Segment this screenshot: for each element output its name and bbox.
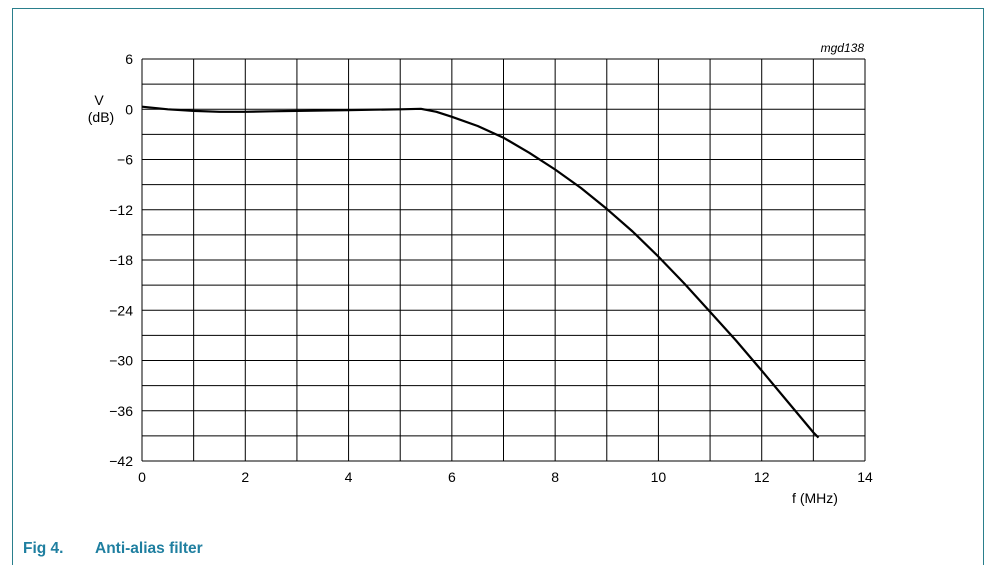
series-line [141,105,820,439]
x-tick-label: 4 [345,469,353,485]
figure-number: Fig 4. [23,540,64,557]
x-tick-label: 8 [551,469,559,485]
y-tick-label: −36 [109,403,133,419]
y-axis-label-line1: V [94,92,104,108]
x-tick-label: 2 [241,469,249,485]
x-tick-label: 14 [857,469,873,485]
y-tick-label: −6 [117,152,133,168]
grid [141,58,866,462]
figure-caption: Fig 4. Anti-alias filter [23,540,203,558]
x-tick-label: 12 [754,469,770,485]
y-axis-label-line2: (dB) [88,109,114,125]
x-tick-label: 0 [138,469,146,485]
y-tick-labels: 6 0 −6 −12 −18 −24 −30 −36 −42 [109,51,133,469]
x-tick-labels: 0 2 4 6 8 10 12 14 [138,469,873,485]
figure-frame [12,8,984,565]
x-tick-label: 10 [651,469,667,485]
y-tick-label: −42 [109,453,133,469]
x-axis-label: f (MHz) [792,490,838,506]
y-tick-label: −12 [109,202,133,218]
figure-title: Anti-alias filter [95,540,203,557]
y-tick-label: −18 [109,252,133,268]
x-tick-label: 6 [448,469,456,485]
y-tick-label: −30 [109,353,133,369]
figure-code: mgd138 [821,41,865,55]
y-tick-label: 6 [125,51,133,67]
y-tick-label: −24 [109,302,133,318]
y-tick-label: 0 [125,101,133,117]
